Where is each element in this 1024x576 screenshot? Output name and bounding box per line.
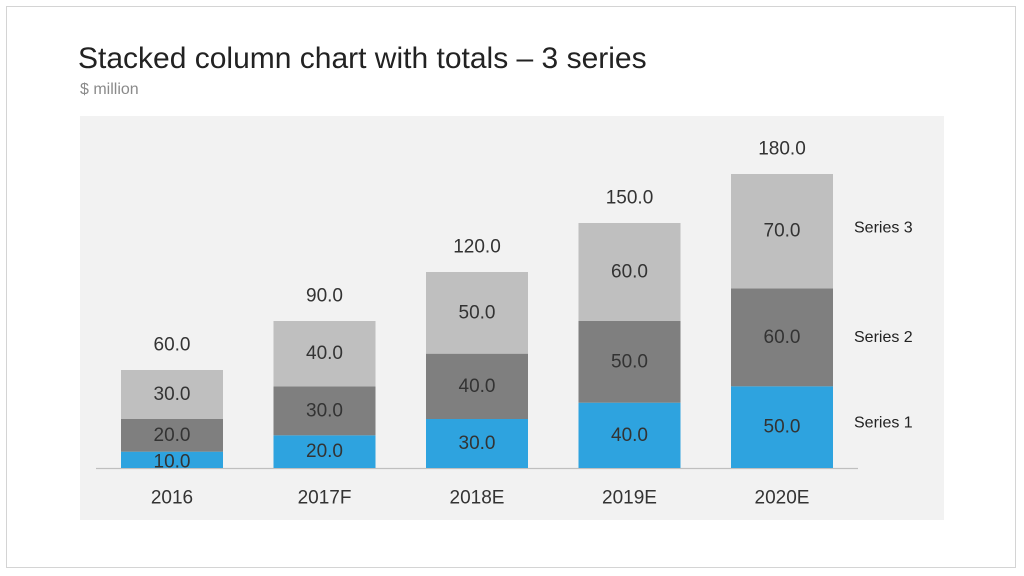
x-tick-label: 2020E xyxy=(755,488,810,509)
bar-segment-series-3 xyxy=(121,370,223,419)
legend-label-series-3: Series 3 xyxy=(854,220,913,237)
bar-segment-series-2 xyxy=(273,386,376,436)
bar-segment-series-3 xyxy=(731,174,833,289)
value-label-series-2: 50.0 xyxy=(611,351,648,372)
value-label-series-3: 60.0 xyxy=(611,262,648,283)
value-label-series-1: 50.0 xyxy=(764,417,801,438)
value-label-series-1: 20.0 xyxy=(306,441,343,462)
x-tick-label: 2016 xyxy=(151,488,193,509)
bars-layer xyxy=(121,174,833,468)
bar-segment-series-1 xyxy=(578,402,681,468)
bar-segment-series-2 xyxy=(731,288,833,387)
value-label-series-1: 40.0 xyxy=(611,425,648,446)
value-label-series-3: 50.0 xyxy=(459,302,496,323)
legend-label-series-2: Series 2 xyxy=(854,329,913,346)
total-label: 120.0 xyxy=(453,237,501,258)
legend-label-series-1: Series 1 xyxy=(854,415,913,432)
value-label-series-3: 70.0 xyxy=(764,221,801,242)
bar-segment-series-3 xyxy=(273,321,376,387)
value-label-series-3: 40.0 xyxy=(306,343,343,364)
total-label: 150.0 xyxy=(606,188,654,209)
x-tick-label: 2018E xyxy=(450,488,505,509)
bar-segment-series-1 xyxy=(731,386,833,468)
bar-segment-series-1 xyxy=(426,419,528,468)
value-label-series-3: 30.0 xyxy=(154,384,191,405)
total-label: 60.0 xyxy=(154,335,191,356)
bar-segment-series-2 xyxy=(121,419,223,452)
total-label: 180.0 xyxy=(758,139,806,160)
labels-layer: 10.0 20.0 30.0 60.0 2016 20.0 30.0 40.0 90.0 2017… xyxy=(151,139,913,509)
bar-segment-series-3 xyxy=(426,272,528,354)
bar-segment-series-1 xyxy=(273,435,376,468)
value-label-series-2: 60.0 xyxy=(764,327,801,348)
x-tick-label: 2019E xyxy=(602,488,657,509)
value-label-series-2: 30.0 xyxy=(306,400,343,421)
total-label: 90.0 xyxy=(306,286,343,307)
bar-segment-series-2 xyxy=(578,321,681,403)
bar-segment-series-3 xyxy=(578,223,681,321)
x-tick-label: 2017F xyxy=(298,488,352,509)
value-label-series-2: 20.0 xyxy=(154,425,191,446)
value-label-series-1: 10.0 xyxy=(154,452,191,473)
bar-segment-series-1 xyxy=(121,451,223,468)
chart-subtitle: $ million xyxy=(80,81,139,98)
value-label-series-2: 40.0 xyxy=(459,376,496,397)
value-label-series-1: 30.0 xyxy=(459,433,496,454)
bar-segment-series-2 xyxy=(426,353,528,419)
chart-title: Stacked column chart with totals – 3 ser… xyxy=(78,42,647,75)
